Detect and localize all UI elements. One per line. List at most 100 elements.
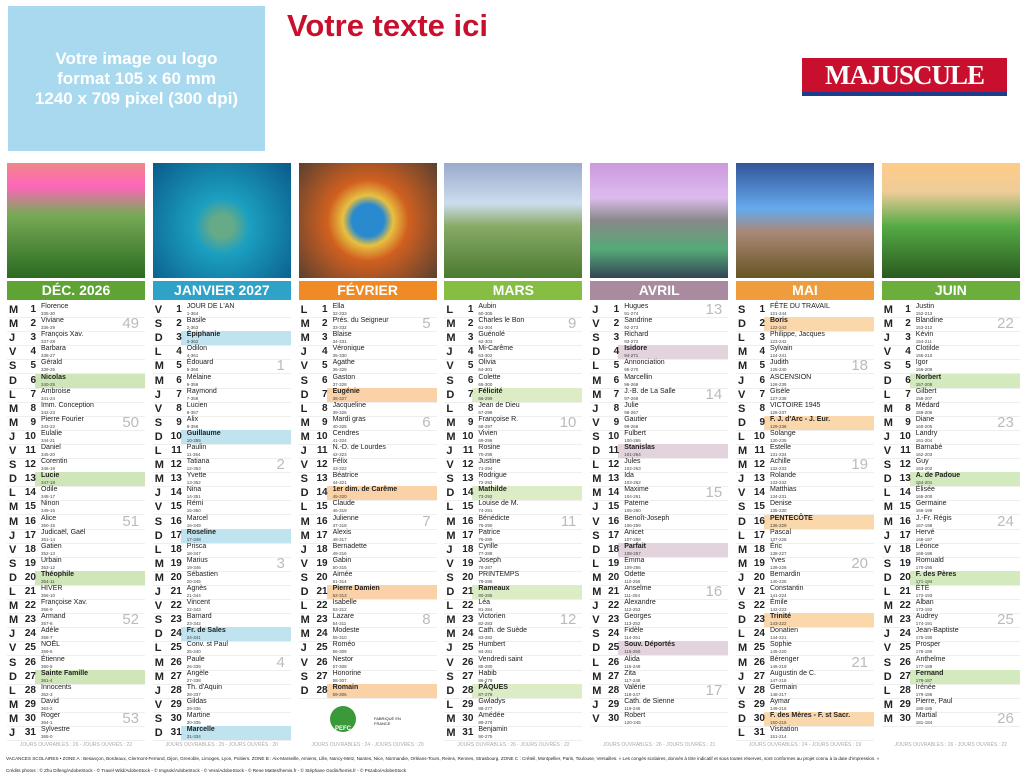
day-row: L 7 Ambroise 341-24 — [7, 388, 145, 403]
saint-name: Gisèle — [770, 387, 790, 395]
day-number: 17 — [170, 529, 182, 541]
day-of-year: 157-208 — [915, 381, 933, 387]
weekday: M — [883, 402, 893, 415]
saint-name: Marcel — [186, 514, 208, 522]
day-of-year: 344-21 — [41, 437, 56, 443]
day-of-year: 69-296 — [478, 437, 493, 443]
day-row: M 22 Françoise Xav. 356-9 — [7, 599, 145, 615]
month-name: JANVIER 2027 — [152, 281, 291, 300]
weekday: M — [300, 416, 310, 429]
day-number: 3 — [30, 332, 36, 344]
day-row: V 18 Léonce 169-196 — [881, 543, 1020, 558]
day-row: S 1 FÊTE DU TRAVAIL 121-244 — [736, 303, 874, 318]
day-number: 7 — [467, 388, 474, 400]
week-number: 13 — [705, 301, 723, 318]
day-number: 23 — [608, 614, 620, 626]
day-number: 19 — [170, 557, 182, 569]
saint-name: Émile — [770, 599, 788, 607]
day-row: M 16 Julienne 47-318 7 — [298, 513, 437, 530]
weekday: S — [300, 670, 308, 683]
day-of-year: 92-273 — [624, 325, 639, 331]
day-row: M 29 David 363-2 — [7, 698, 145, 713]
weekday: M — [300, 332, 310, 345]
weekday: D — [154, 430, 163, 443]
saint-name: Modeste — [332, 627, 360, 635]
day-row: L 7 Gilbert 158-207 — [881, 388, 1020, 403]
day-of-year: 114-251 — [624, 635, 641, 641]
day-of-year: 353-12 — [41, 564, 56, 570]
saint-name: Paule — [186, 655, 205, 663]
day-of-year: 139-226 — [770, 564, 787, 570]
weekday: M — [9, 600, 19, 613]
day-number: 6 — [759, 374, 765, 386]
day-number: 24 — [753, 628, 765, 640]
day-row: V 28 Germain 148-217 — [736, 684, 874, 699]
weekday: S — [738, 402, 746, 415]
day-row: S 19 Romuald 170-195 — [881, 557, 1020, 572]
day-number: 20 — [316, 571, 328, 583]
day-number: 24 — [24, 628, 36, 640]
day-of-year: 147-218 — [770, 677, 787, 683]
day-row: M 5 Judith 125-240 18 — [736, 357, 874, 375]
day-number: 21 — [608, 586, 620, 597]
saint-name: NOËL — [41, 641, 61, 649]
day-of-year: 122-243 — [770, 325, 787, 331]
week-number: 20 — [851, 554, 868, 572]
working-days: JOURS OUVRABLES : 26 - JOURS OUVRÉS : 22 — [894, 742, 1007, 748]
day-row: V 4 Clotilde 155-210 — [881, 345, 1020, 361]
saint-name: FÊTE DU TRAVAIL — [770, 303, 830, 310]
weekday: M — [738, 445, 748, 457]
week-number: 25 — [997, 611, 1014, 629]
saint-name: Marius — [186, 556, 208, 564]
weekday: M — [738, 656, 748, 669]
day-of-year: 341-24 — [41, 395, 56, 401]
week-number: 21 — [851, 653, 868, 671]
day-row: V 16 Benoît-Joseph 106-259 — [590, 515, 729, 530]
day-row: D 6 Nicolas 340-25 — [7, 373, 145, 389]
saint-name: Cendres — [332, 429, 360, 437]
day-number: 2 — [613, 318, 620, 330]
day-row: J 28 Th. d'Aquin 28-337 — [152, 684, 291, 699]
weekday: J — [446, 543, 453, 556]
saint-name: Félicité — [478, 387, 503, 395]
day-of-year: 45-320 — [332, 494, 347, 500]
saint-name: Judicaël, Gaël — [41, 528, 86, 536]
month-name: MAI — [736, 281, 874, 300]
day-number: 22 — [316, 600, 328, 612]
weekday: J — [300, 346, 307, 359]
week-number: 1 — [276, 357, 285, 375]
day-of-year: 112-253 — [624, 607, 641, 613]
saint-name: Jacqueline — [332, 401, 367, 409]
day-row: D 28 PÂQUES 87-278 — [444, 683, 583, 699]
saint-name: Sophie — [770, 641, 792, 649]
month-name: FÉVRIER — [298, 281, 437, 300]
day-of-year: 352-13 — [41, 550, 56, 556]
day-of-year: 3-362 — [186, 339, 199, 345]
day-of-year: 164-201 — [915, 480, 933, 486]
day-of-year: 156-209 — [915, 367, 933, 373]
weekday: M — [738, 557, 748, 570]
weekday: M — [446, 416, 456, 429]
day-number: 11 — [25, 445, 36, 456]
day-of-year: 10-355 — [186, 437, 201, 443]
day-row: M 5 Édouard 5-360 1 — [152, 357, 291, 375]
week-number: 26 — [997, 709, 1014, 727]
day-of-year: 351-14 — [41, 536, 56, 542]
day-of-year: 148-217 — [770, 691, 787, 697]
day-number: 12 — [170, 459, 182, 471]
day-of-year: 42-323 — [332, 452, 347, 457]
saint-name: Germain — [770, 683, 797, 691]
saint-name: Mardi gras — [332, 415, 366, 423]
day-row: M 30 Roger 364-1 53 — [7, 710, 145, 727]
day-of-year: 144-221 — [770, 635, 787, 641]
saint-name: Sylvestre — [41, 726, 70, 733]
saint-name: Innocents — [41, 683, 72, 691]
day-of-year: 338-27 — [41, 353, 56, 359]
day-number: 27 — [316, 670, 328, 682]
weekday: S — [883, 656, 892, 669]
saint-name: Mathilde — [478, 486, 507, 494]
day-row: V 9 Gautier 99-266 — [590, 416, 729, 431]
saint-name: Victorien — [478, 613, 506, 621]
saint-name: Blandine — [915, 317, 944, 325]
day-row: D 27 Fernand 178-187 — [881, 669, 1020, 685]
